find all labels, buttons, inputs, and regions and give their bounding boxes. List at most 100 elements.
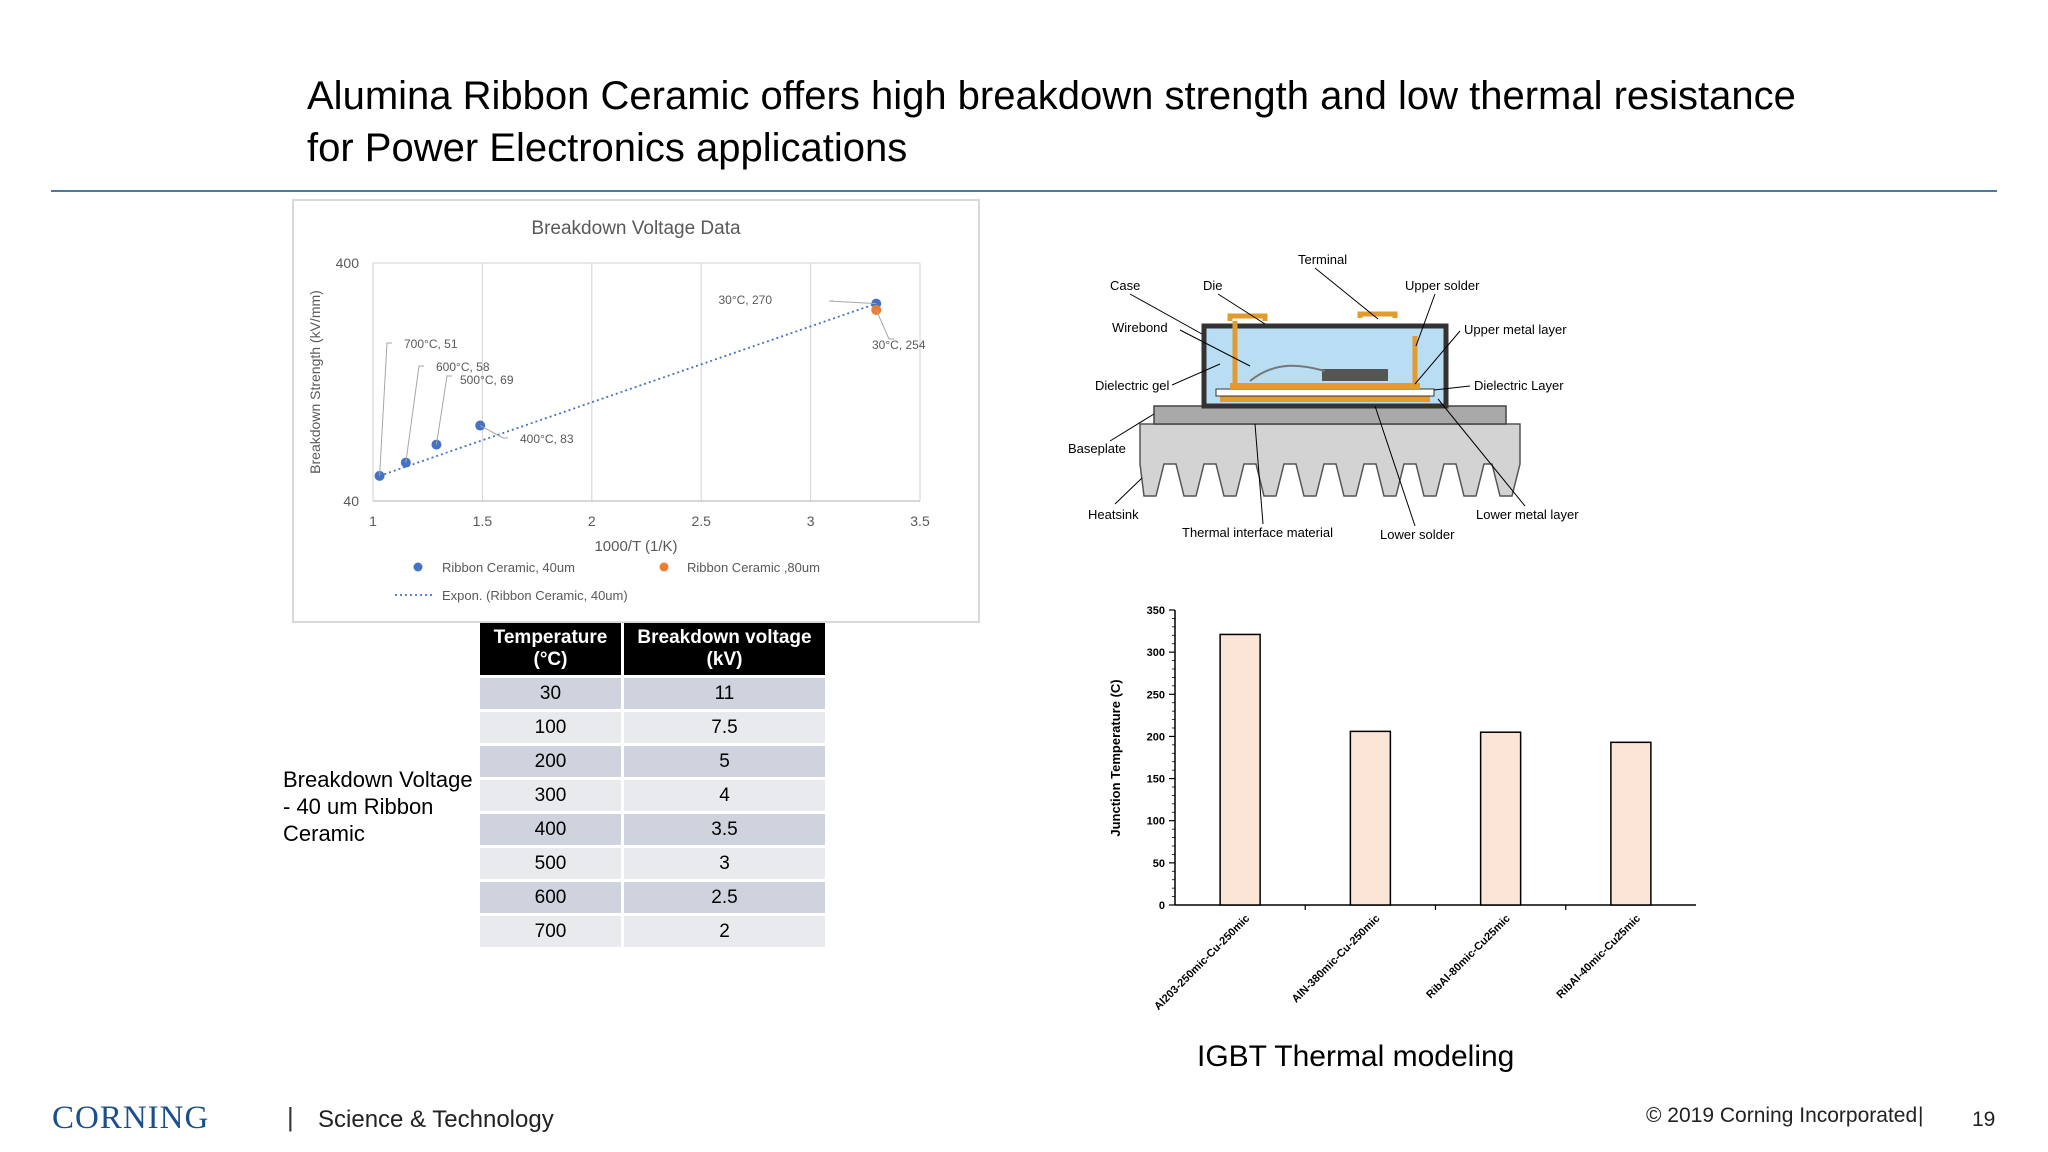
x-axis-label: 1000/T (1/K) xyxy=(594,538,677,555)
label-heatsink: Heatsink xyxy=(1088,507,1139,522)
page-number: 19 xyxy=(1972,1108,1996,1131)
cell-temperature: 30 xyxy=(480,678,621,709)
footer-section: Science & Technology xyxy=(318,1106,554,1133)
legend-label: Ribbon Ceramic, 40um xyxy=(442,560,575,575)
cell-temperature: 500 xyxy=(480,848,621,879)
bar xyxy=(1219,633,1261,906)
table-header-row: Temperature (°C) Breakdown voltage (kV) xyxy=(480,623,825,675)
breakdown-table: Temperature (°C) Breakdown voltage (kV) … xyxy=(477,620,828,950)
y-tick-label: 100 xyxy=(1147,816,1165,828)
chart-title: Breakdown Voltage Data xyxy=(531,218,741,239)
chart-caption: IGBT Thermal modeling xyxy=(1197,1040,1515,1073)
igbt-thermal-svg: 0 50 100 150 200 250 300 350 Junction Temperatur… xyxy=(1108,605,1696,1013)
cell-voltage: 11 xyxy=(624,678,825,709)
y-axis-label: Junction Temperature (C) xyxy=(1108,679,1123,836)
label-dielectric-layer: Dielectric Layer xyxy=(1474,378,1564,393)
y-tick-label: 250 xyxy=(1147,689,1165,701)
table-row: 300 4 xyxy=(480,780,825,811)
cell-voltage: 5 xyxy=(624,746,825,777)
y-tick-label: 0 xyxy=(1159,900,1165,912)
table-row: 200 5 xyxy=(480,746,825,777)
legend-label: Ribbon Ceramic ,80um xyxy=(687,560,820,575)
label-lower-solder: Lower solder xyxy=(1380,527,1455,542)
label-case: Case xyxy=(1110,278,1140,293)
y-tick-label: 40 xyxy=(343,493,359,509)
annotation-leader xyxy=(875,309,894,340)
annotation-leader xyxy=(479,425,508,439)
y-tick-label: 300 xyxy=(1147,647,1165,659)
x-tick-label: AlN-380mic-Cu-250mic xyxy=(1290,913,1383,1006)
y-tick-label: 150 xyxy=(1147,774,1165,786)
igbt-thermal-chart: 0 50 100 150 200 250 300 350 Junction Temperatur… xyxy=(1100,598,1720,1048)
label-baseplate: Baseplate xyxy=(1068,441,1126,456)
annotation-label: 30°C, 254 xyxy=(872,338,926,352)
bar xyxy=(1479,731,1522,906)
cell-temperature: 600 xyxy=(480,882,621,913)
wirebond-line xyxy=(1249,364,1326,382)
x-tick-label: Al203-250mic-Cu-250mic xyxy=(1152,913,1252,1013)
y-axis-label: Breakdown Strength (kV/mm) xyxy=(307,290,323,474)
label-upper-metal: Upper metal layer xyxy=(1464,322,1567,337)
label-dielectric-gel: Dielectric gel xyxy=(1095,378,1170,393)
cell-temperature: 300 xyxy=(480,780,621,811)
cell-temperature: 100 xyxy=(480,712,621,743)
x-tick-label: 2 xyxy=(588,513,596,529)
cell-voltage: 2.5 xyxy=(624,882,825,913)
breakdown-voltage-svg: Breakdown Voltage Data 1 1.5 2 2.5 3 3.5 40 400 1… xyxy=(307,218,930,603)
bar xyxy=(1349,730,1392,906)
igbt-module-diagram: Terminal Case Die Upper solder Wirebond … xyxy=(1060,246,1620,546)
lower-metal-layer xyxy=(1220,396,1430,402)
cell-temperature: 400 xyxy=(480,814,621,845)
annotation-leader xyxy=(379,342,392,476)
label-upper-solder: Upper solder xyxy=(1405,278,1480,293)
annotation-label: 700°C, 51 xyxy=(404,337,458,351)
y-tick-label: 400 xyxy=(336,255,360,271)
breakdown-voltage-chart: Breakdown Voltage Data 1 1.5 2 2.5 3 3.5 40 400 1… xyxy=(292,199,980,623)
title-divider xyxy=(51,190,1997,192)
annotation-label: 400°C, 83 xyxy=(520,432,574,446)
cell-temperature: 700 xyxy=(480,916,621,947)
legend-marker xyxy=(659,562,669,572)
table-row: 700 2 xyxy=(480,916,825,947)
cell-voltage: 3.5 xyxy=(624,814,825,845)
cell-voltage: 2 xyxy=(624,916,825,947)
x-tick-label: 3.5 xyxy=(910,513,930,529)
annotation-leader xyxy=(435,375,452,445)
data-point xyxy=(374,470,385,481)
leader-lines xyxy=(1109,267,1526,527)
copyright-separator: | xyxy=(1918,1104,1924,1127)
corning-logo: CORNING xyxy=(52,1100,210,1136)
y-tick-label: 50 xyxy=(1153,858,1165,870)
trendline xyxy=(379,302,877,477)
bar xyxy=(1610,741,1652,906)
table-side-label: Breakdown Voltage - 40 um Ribbon Ceramic xyxy=(283,767,473,846)
label-thermal-interface: Thermal interface material xyxy=(1182,525,1333,540)
table-row: 600 2.5 xyxy=(480,882,825,913)
baseplate-block xyxy=(1153,405,1507,425)
header-temperature: Temperature (°C) xyxy=(480,623,621,675)
x-tick-label: 3 xyxy=(807,513,815,529)
x-tick-label: 1.5 xyxy=(473,513,493,529)
heatsink-body xyxy=(1139,423,1521,497)
y-tick-label: 200 xyxy=(1147,731,1165,743)
table-row: 30 11 xyxy=(480,678,825,709)
legend-marker xyxy=(413,562,423,572)
cell-voltage: 3 xyxy=(624,848,825,879)
die-block xyxy=(1322,369,1388,381)
table-row: 100 7.5 xyxy=(480,712,825,743)
x-tick-label: 1 xyxy=(369,513,377,529)
label-lower-metal: Lower metal layer xyxy=(1476,507,1579,522)
cell-voltage: 7.5 xyxy=(624,712,825,743)
data-point xyxy=(475,420,486,431)
footer-separator: | xyxy=(287,1102,294,1132)
slide-title: Alumina Ribbon Ceramic offers high break… xyxy=(307,74,1796,170)
cell-temperature: 200 xyxy=(480,746,621,777)
label-wirebond: Wirebond xyxy=(1112,320,1168,335)
y-tick-label: 350 xyxy=(1147,605,1165,617)
annotation-label: 500°C, 69 xyxy=(460,373,514,387)
breakdown-table-container: Temperature (°C) Breakdown voltage (kV) … xyxy=(477,620,828,950)
upper-metal-layer xyxy=(1230,383,1420,389)
annotation-label: 600°C, 58 xyxy=(436,360,490,374)
x-tick-label: 2.5 xyxy=(691,513,711,529)
